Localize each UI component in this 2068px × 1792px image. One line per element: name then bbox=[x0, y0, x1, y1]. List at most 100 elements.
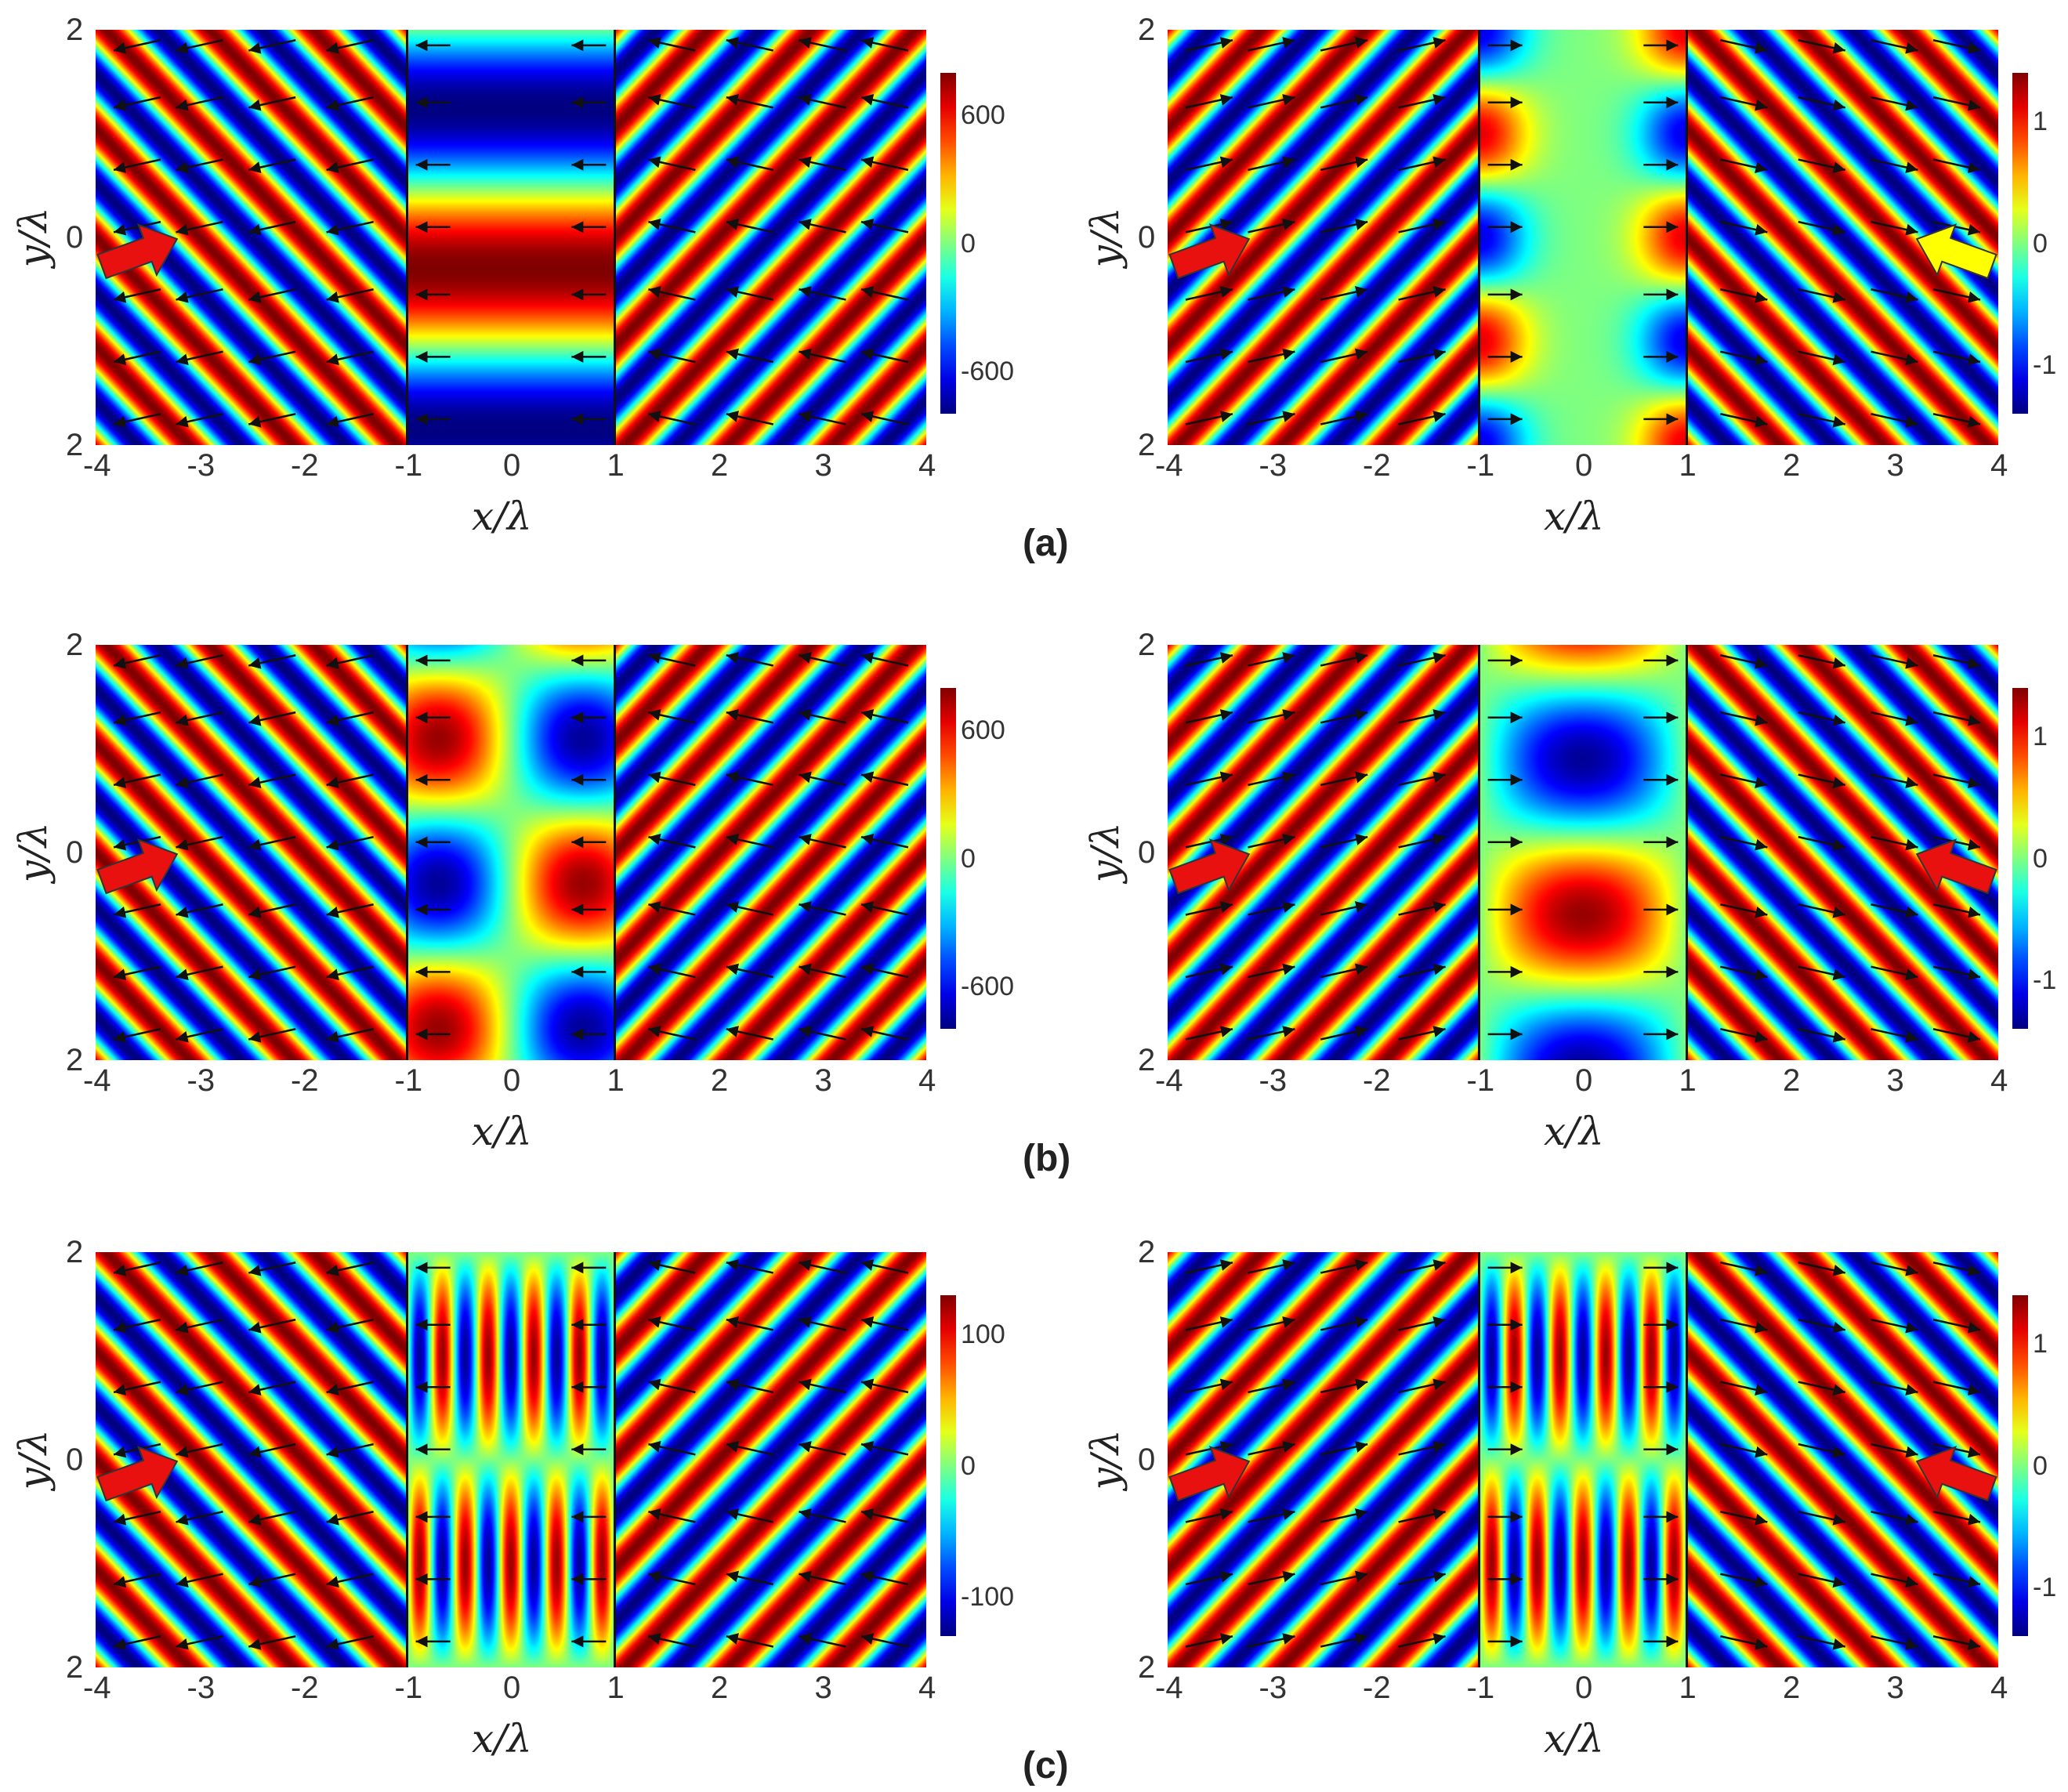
field-vector-arrow bbox=[113, 903, 161, 918]
field-vector-arrow bbox=[176, 1443, 223, 1458]
field-vector-arrow bbox=[860, 1508, 909, 1523]
field-vector-arrow bbox=[1720, 1381, 1768, 1396]
field-vector-arrow bbox=[1398, 348, 1446, 364]
incident-wave-arrow bbox=[1168, 223, 1251, 280]
field-panel bbox=[96, 1252, 926, 1667]
colorbar-tick-label: 0 bbox=[2033, 228, 2048, 259]
y-axis-label: y/λ bbox=[10, 207, 56, 268]
x-tick-label: -1 bbox=[1466, 448, 1495, 483]
field-vector-arrow bbox=[1320, 94, 1368, 109]
field-panel bbox=[1168, 645, 1998, 1060]
field-vector-arrow bbox=[860, 156, 909, 172]
field-vector-arrow bbox=[726, 411, 774, 425]
field-vector-arrow bbox=[326, 1318, 374, 1334]
field-vector-arrow bbox=[1248, 411, 1295, 425]
field-vector-arrow bbox=[113, 773, 161, 788]
y-tick-label: 2 bbox=[66, 13, 84, 47]
field-vector-arrow bbox=[1871, 1443, 1918, 1458]
x-tick-label: -3 bbox=[1259, 1671, 1288, 1705]
field-vector-arrow bbox=[113, 1573, 161, 1588]
x-tick-label: 3 bbox=[814, 1063, 832, 1098]
x-tick-label: -4 bbox=[1155, 1671, 1183, 1705]
field-vector-arrow bbox=[1248, 348, 1295, 364]
colorbar-tick-label: 1 bbox=[2033, 722, 2048, 752]
field-vector-arrow bbox=[113, 711, 161, 726]
field-vector-arrow bbox=[799, 1441, 846, 1456]
x-tick-label: 0 bbox=[1575, 1063, 1593, 1098]
x-tick-label: -4 bbox=[83, 1671, 111, 1705]
field-vector-arrow bbox=[1932, 1443, 1981, 1458]
field-vector-arrow bbox=[1320, 963, 1368, 979]
colorbar-tick-label: 0 bbox=[961, 843, 976, 874]
field-vector-arrow bbox=[799, 1316, 846, 1331]
field-vector-arrow bbox=[726, 37, 774, 52]
field-vector-arrow bbox=[326, 1262, 374, 1276]
field-vector-arrow bbox=[1871, 1028, 1918, 1043]
field-vector-arrow bbox=[726, 1259, 774, 1274]
field-vector-arrow bbox=[1398, 771, 1446, 787]
field-vector-arrow bbox=[1798, 1511, 1846, 1526]
x-tick-label: -3 bbox=[1259, 448, 1288, 483]
field-vector-arrow bbox=[726, 156, 774, 172]
field-vector-arrow bbox=[648, 219, 696, 234]
y-tick-label: 2 bbox=[1138, 628, 1156, 662]
field-vector-arrow bbox=[1398, 1259, 1446, 1274]
y-axis-label: y/λ bbox=[1082, 207, 1128, 268]
field-vector-arrow bbox=[1248, 1508, 1295, 1523]
field-vector-arrow bbox=[726, 94, 774, 109]
field-vector-arrow bbox=[1320, 1259, 1368, 1274]
field-vector-arrow bbox=[113, 1318, 161, 1334]
field-vector-arrow bbox=[176, 39, 223, 54]
y-axis-label: y/λ bbox=[1082, 1429, 1128, 1490]
field-vector-arrow bbox=[648, 709, 696, 724]
field-vector-arrow bbox=[1720, 773, 1768, 788]
x-tick-label: 4 bbox=[1990, 1063, 2008, 1098]
field-vector-arrow bbox=[1185, 709, 1233, 724]
field-vector-arrow bbox=[648, 37, 696, 52]
field-vector-arrow bbox=[799, 348, 846, 364]
y-tick-label: 2 bbox=[66, 1650, 84, 1685]
field-vector-arrow bbox=[860, 1316, 909, 1331]
field-vector-arrow bbox=[1398, 411, 1446, 425]
field-vector-arrow bbox=[176, 773, 223, 788]
field-vector-arrow bbox=[1932, 835, 1981, 851]
field-vector-arrow bbox=[176, 654, 223, 669]
colorbar-tick-label: 0 bbox=[961, 228, 976, 259]
x-axis-label: x/λ bbox=[472, 494, 532, 539]
field-vector-arrow bbox=[326, 413, 374, 428]
field-vector-arrow bbox=[1871, 1573, 1918, 1588]
x-tick-label: 2 bbox=[1783, 1671, 1801, 1705]
field-heatmap bbox=[1168, 30, 1998, 445]
field-vector-arrow bbox=[1398, 286, 1446, 301]
field-vector-arrow bbox=[1720, 96, 1768, 111]
field-vector-arrow bbox=[248, 158, 296, 173]
field-vector-arrow bbox=[1798, 350, 1846, 366]
field-vector-arrow bbox=[1248, 94, 1295, 109]
field-vector-arrow bbox=[1720, 1635, 1768, 1650]
x-tick-label: 2 bbox=[1783, 1063, 1801, 1098]
field-vector-arrow bbox=[1720, 39, 1768, 54]
field-vector-arrow bbox=[1185, 1316, 1233, 1331]
x-tick-label: -4 bbox=[1155, 448, 1183, 483]
x-tick-label: 4 bbox=[918, 448, 936, 483]
field-vector-arrow bbox=[860, 1441, 909, 1456]
field-vector-arrow bbox=[248, 654, 296, 669]
incident-wave-arrow bbox=[1915, 223, 1997, 280]
field-overlay bbox=[96, 1252, 909, 1667]
field-vector-arrow bbox=[248, 835, 296, 851]
x-tick-label: 3 bbox=[814, 448, 832, 483]
field-vector-arrow bbox=[648, 1508, 696, 1523]
field-vector-arrow bbox=[1248, 834, 1295, 849]
field-vector-arrow bbox=[648, 1441, 696, 1456]
x-tick-label: 2 bbox=[711, 1671, 729, 1705]
field-vector-arrow bbox=[1320, 156, 1368, 172]
field-vector-arrow bbox=[1720, 1511, 1768, 1526]
y-tick-label: 0 bbox=[1138, 1443, 1156, 1477]
field-vector-arrow bbox=[248, 1318, 296, 1334]
field-vector-arrow bbox=[1932, 1262, 1981, 1276]
y-axis-label: y/λ bbox=[1082, 822, 1128, 883]
colorbar-tick-label: 0 bbox=[2033, 843, 2048, 874]
field-vector-arrow bbox=[248, 711, 296, 726]
colorbar-tick-label: -1 bbox=[2033, 349, 2057, 380]
